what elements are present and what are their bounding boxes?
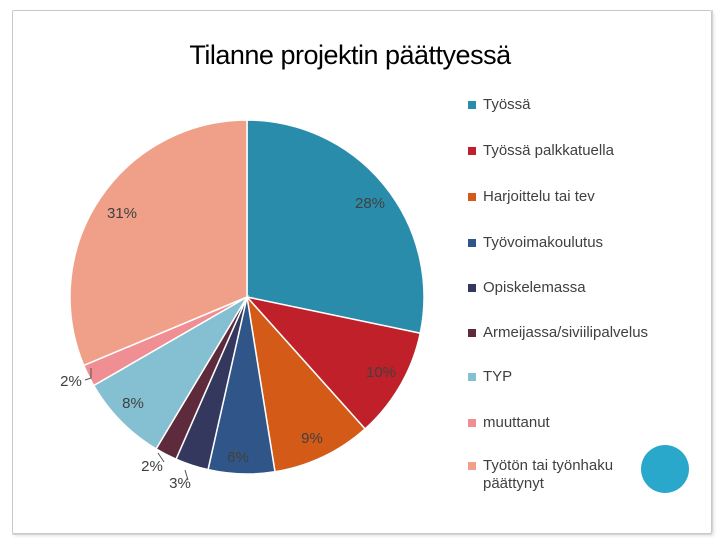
data-label: 9% [301,430,323,447]
legend-label: muuttanut [483,414,550,431]
pie-slice [92,294,250,450]
data-label: 2% [141,458,163,475]
legend-label: Armeijassa/siviilipalvelus [483,324,649,341]
legend-label: Työssä palkkatuella [483,142,614,159]
decorative-circle [641,445,689,493]
leader-line [157,452,165,463]
legend-label: Työtön tai työnhaku päättynyt [483,457,614,492]
legend-label: Harjoittelu tai tev [483,188,595,205]
legend-label: TYP [483,368,513,385]
data-label: 8% [122,395,144,412]
data-label: 3% [169,475,191,492]
legend-swatch [468,284,476,292]
slide-frame-edge-bottom [12,534,712,535]
data-label: 6% [227,449,249,466]
pie-slice [246,119,425,335]
pie-slice [244,295,422,430]
legend-swatch [468,419,476,427]
data-label: 10% [366,364,396,381]
legend-swatch [468,147,476,155]
legend-swatch [468,101,476,109]
data-label: 31% [107,205,137,222]
chart-title: Tilanne projektin päättyessä [189,40,511,70]
leader-line [84,368,92,381]
legend-label: Työssä [483,96,531,113]
leader-line [184,469,189,481]
legend-swatch [468,373,476,381]
data-label: 2% [60,373,82,390]
legend-label: Opiskelemassa [483,279,586,296]
legend-swatch [468,193,476,201]
slide-frame-edge-right [712,10,713,532]
pie-slice [245,294,367,473]
data-label: 28% [355,195,385,212]
legend-label: Työvoimakoulutus [483,234,604,251]
pie-slice [69,119,248,367]
legend-swatch [468,329,476,337]
legend-swatch [468,239,476,247]
legend-swatch [468,462,476,470]
slide-frame [12,10,712,534]
